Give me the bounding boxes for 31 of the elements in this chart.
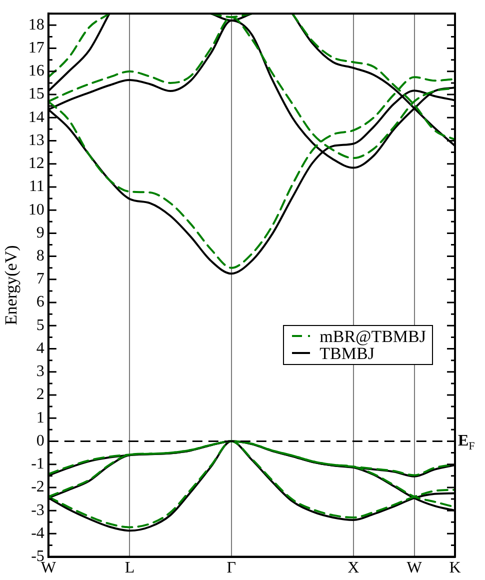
y-tick-label: -1	[31, 456, 44, 473]
y-tick-label: 0	[36, 432, 44, 450]
legend-label: mBR@TBMBJ	[320, 326, 426, 346]
y-tick-label: 9	[36, 224, 44, 242]
y-tick-label: 14	[28, 108, 44, 126]
y-tick-label: 17	[28, 39, 44, 56]
y-tick-label: 6	[36, 294, 44, 311]
y-tick-label: 7	[36, 270, 44, 288]
y-tick-label: 10	[28, 201, 44, 218]
y-tick-label: 15	[28, 86, 44, 103]
x-tick-label: W	[406, 560, 423, 577]
y-tick-label: 4	[36, 340, 44, 357]
y-tick-label: 18	[28, 16, 44, 34]
x-tick-label: Γ	[226, 560, 236, 577]
y-tick-label: -2	[31, 478, 44, 496]
y-tick-label: 2	[36, 386, 44, 404]
x-tick-label: K	[449, 560, 462, 577]
y-tick-label: 8	[36, 248, 44, 265]
y-tick-label: 11	[28, 178, 44, 196]
x-tick-label: X	[348, 560, 360, 577]
y-tick-label: 12	[28, 155, 44, 172]
x-tick-label: W	[40, 560, 57, 577]
x-tick-label: L	[124, 560, 135, 577]
y-axis-title: Energy(eV)	[2, 245, 21, 326]
y-tick-label: 1	[36, 409, 44, 426]
y-tick-label: -3	[31, 502, 44, 519]
y-tick-label: -4	[31, 524, 44, 542]
y-tick-label: 16	[28, 62, 44, 80]
y-tick-label: 13	[28, 132, 44, 149]
y-tick-label: 3	[36, 363, 44, 380]
y-tick-label: 5	[36, 316, 44, 334]
